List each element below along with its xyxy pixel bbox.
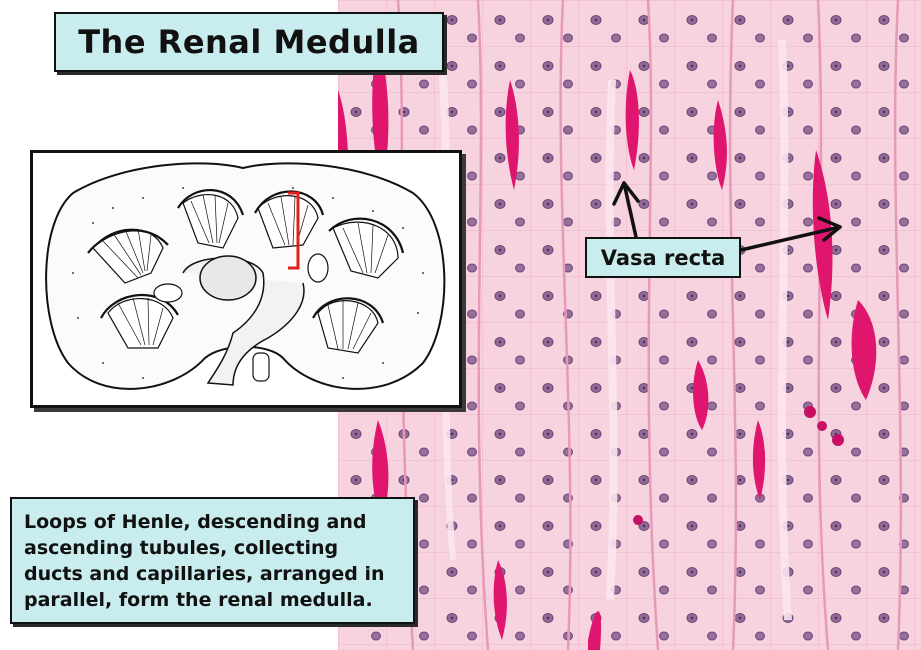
caption-text: Loops of Henle, descending and ascending…	[24, 511, 385, 611]
slide-title: The Renal Medulla	[78, 23, 420, 61]
vasa-recta-label: Vasa recta	[600, 245, 726, 270]
vasa-recta-label-box: Vasa recta	[585, 237, 741, 278]
title-box: The Renal Medulla	[54, 12, 444, 72]
caption-box: Loops of Henle, descending and ascending…	[10, 497, 415, 624]
kidney-cross-section-diagram	[45, 162, 446, 390]
kidney-diagram-frame	[30, 150, 462, 408]
